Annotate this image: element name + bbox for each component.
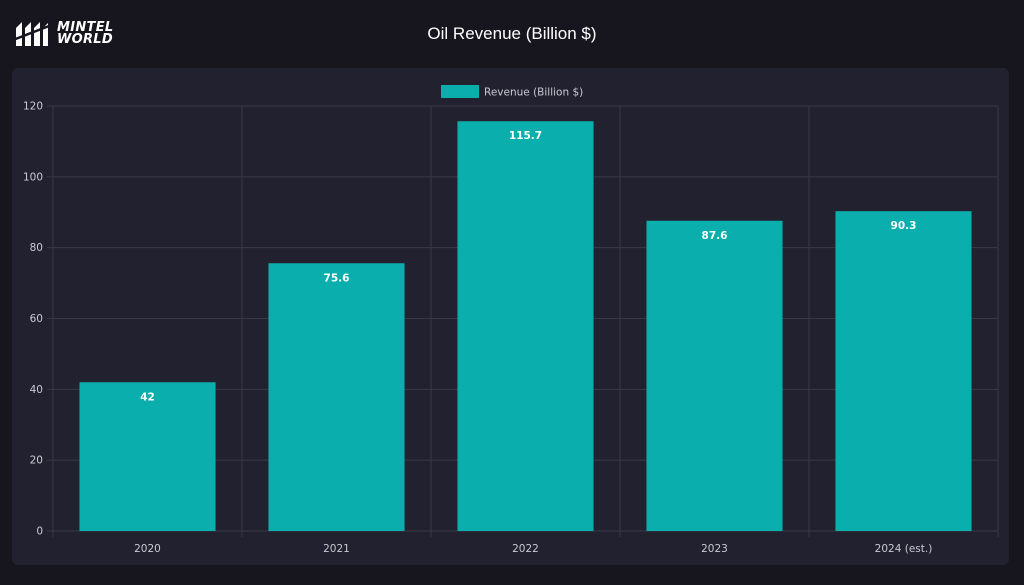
legend-swatch[interactable] (441, 85, 479, 98)
bar-value-label: 42 (140, 391, 155, 403)
legend: Revenue (Billion $) (441, 85, 583, 99)
x-tick-label: 2024 (est.) (875, 543, 933, 555)
x-tick-label: 2023 (701, 543, 728, 555)
bars (79, 121, 972, 531)
bar-value-label: 87.6 (702, 230, 728, 242)
bar[interactable] (646, 220, 783, 531)
y-tick-label: 120 (23, 101, 43, 113)
y-tick-label: 20 (30, 455, 43, 467)
bar[interactable] (457, 121, 594, 531)
y-tick-label: 0 (36, 526, 43, 538)
bar[interactable] (79, 382, 216, 531)
bar-value-label: 75.6 (324, 272, 350, 284)
bar-value-label: 90.3 (891, 220, 917, 232)
page-title: Oil Revenue (Billion $) (427, 24, 597, 43)
y-tick-label: 100 (23, 171, 43, 183)
top-bar: MINTEL WORLD Oil Revenue (Billion $) (0, 0, 1024, 68)
y-tick-label: 40 (30, 384, 43, 396)
x-tick-label: 2021 (323, 543, 350, 555)
x-tick-label: 2022 (512, 543, 539, 555)
x-tick-label: 2020 (134, 543, 161, 555)
bar[interactable] (268, 263, 405, 531)
bar-chart: 42 75.6 115.7 87.6 90.3 0 20 40 60 80 100 120 2020 2… (23, 85, 999, 556)
axes: 0 20 40 60 80 100 120 2020 2021 2022 2023 2024 (est… (23, 101, 932, 556)
data-labels: 42 75.6 115.7 87.6 90.3 (140, 130, 916, 403)
logo-mark-icon (13, 22, 49, 46)
logo[interactable]: MINTEL WORLD (13, 20, 114, 48)
y-tick-label: 60 (30, 313, 43, 325)
y-tick-label: 80 (30, 242, 43, 254)
logo-line-2: WORLD (57, 32, 113, 47)
logo-line-1: MINTEL (57, 20, 114, 35)
chart-card: 42 75.6 115.7 87.6 90.3 0 20 40 60 80 100 120 2020 2… (12, 68, 1009, 565)
bar-value-label: 115.7 (509, 130, 542, 142)
legend-label-revenue[interactable]: Revenue (Billion $) (484, 87, 583, 99)
bar[interactable] (835, 211, 972, 531)
